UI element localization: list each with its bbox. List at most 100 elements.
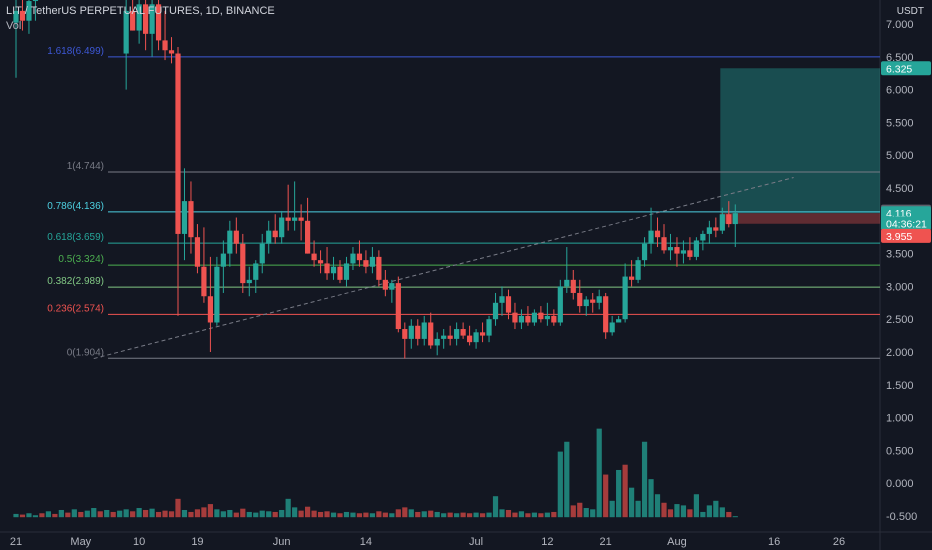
- candle-body: [732, 213, 738, 225]
- volume-bar: [564, 441, 570, 518]
- x-tick-label: 10: [133, 536, 145, 548]
- volume-bar: [505, 509, 512, 518]
- volume-bar: [603, 474, 609, 518]
- volume-bar: [45, 511, 51, 518]
- candle-body: [149, 4, 155, 34]
- candle-body: [700, 233, 706, 241]
- candle-body: [428, 322, 434, 346]
- volume-bar: [97, 511, 103, 518]
- candle-body: [168, 50, 175, 54]
- profit-zone[interactable]: [720, 68, 880, 214]
- volume-bar: [706, 505, 712, 518]
- volume-bar: [486, 512, 492, 518]
- volume-bar: [415, 511, 421, 518]
- candle-body: [143, 4, 149, 34]
- volume-bar: [78, 511, 84, 518]
- volume-bar: [246, 511, 252, 518]
- volume-bar: [577, 502, 583, 518]
- volume-bar: [447, 512, 453, 518]
- volume-bar: [616, 469, 622, 518]
- volume-bar: [220, 511, 226, 518]
- volume-bar: [590, 509, 596, 518]
- volume-bar: [557, 451, 563, 518]
- price-tag: [881, 216, 931, 231]
- loss-zone[interactable]: [720, 213, 880, 224]
- currency-label: USDT: [896, 6, 924, 17]
- volume-bar: [214, 509, 220, 518]
- candle-body: [233, 230, 239, 244]
- candle-body: [240, 243, 246, 284]
- volume-bar: [518, 511, 525, 518]
- candle-body: [557, 286, 563, 323]
- volume-bar: [648, 479, 654, 518]
- symbol-title[interactable]: LIT / TetherUS PERPETUAL FUTURES, 1D, BI…: [6, 5, 275, 17]
- volume-bar: [583, 508, 589, 518]
- price-axis[interactable]: 7.0006.5006.0005.5005.0004.5004.0003.500…: [886, 19, 917, 523]
- y-tick-label: 3.000: [886, 281, 914, 293]
- volume-bars: [13, 428, 738, 518]
- volume-bar: [635, 500, 641, 518]
- candle-body: [369, 256, 375, 267]
- y-tick-label: 6.500: [886, 52, 914, 64]
- candle-body: [246, 279, 252, 284]
- candle-body: [518, 315, 525, 323]
- candle-body: [130, 10, 136, 31]
- time-axis[interactable]: 21 May 10 19 Jun 14 Jul 12 21 Aug 16 26: [10, 536, 845, 548]
- candle-body: [687, 250, 693, 257]
- y-tick-label: 5.000: [886, 150, 914, 162]
- candle-body: [155, 4, 162, 41]
- volume-bar: [65, 512, 71, 518]
- volume-bar: [732, 516, 738, 518]
- volume-bar: [467, 513, 473, 518]
- candle-body: [629, 276, 635, 280]
- volume-bar: [130, 511, 136, 518]
- candle-body: [123, 10, 129, 54]
- long-position-tool[interactable]: [720, 68, 880, 224]
- volume-bar: [311, 510, 317, 518]
- candle-body: [285, 217, 291, 221]
- volume-bar: [661, 502, 667, 518]
- candle-body: [330, 266, 337, 274]
- candle-body: [350, 253, 356, 264]
- volume-bar: [26, 513, 32, 518]
- volume-bar: [609, 500, 615, 518]
- volume-bar: [492, 496, 499, 518]
- volume-label: Vol: [6, 20, 22, 32]
- candle-body: [324, 263, 330, 274]
- x-tick-label: 26: [833, 536, 845, 548]
- price-tag: [881, 61, 931, 76]
- y-tick-label: 3.500: [886, 249, 914, 261]
- candle-body: [175, 53, 181, 234]
- volume-bar: [84, 510, 90, 518]
- volume-bar: [421, 511, 427, 518]
- candle-body: [583, 299, 589, 307]
- candle-body: [570, 279, 576, 293]
- y-tick-label: 6.000: [886, 85, 914, 97]
- volume-bar: [693, 494, 699, 518]
- candle-body: [402, 329, 408, 339]
- volume-bar: [641, 441, 648, 518]
- fib-level-label: 0.618(3.659): [47, 232, 104, 243]
- fib-level-label: 0.236(2.574): [47, 303, 104, 314]
- fib-retracement[interactable]: 1.618(6.499) 1(4.744) 0.786(4.136) 0.618(3.…: [47, 46, 880, 359]
- volume-bar: [285, 498, 291, 518]
- candle-body: [590, 299, 596, 303]
- candle-body: [441, 335, 447, 339]
- y-tick-label: 0.000: [886, 478, 914, 490]
- volume-bar: [356, 513, 363, 518]
- volume-bar: [298, 510, 304, 518]
- candle-body: [648, 230, 654, 244]
- volume-bar: [622, 464, 628, 518]
- volume-bar: [91, 508, 97, 518]
- volume-bar: [654, 494, 661, 518]
- volume-bar: [181, 509, 188, 518]
- candle-body: [538, 312, 544, 320]
- candle-body: [726, 214, 732, 225]
- y-tick-label: 7.000: [886, 19, 914, 31]
- volume-bar: [395, 509, 401, 518]
- fib-level-label: 0.5(3.324): [58, 254, 104, 265]
- candle-body: [460, 329, 466, 336]
- volume-bar: [253, 512, 259, 518]
- volume-bar: [402, 507, 408, 518]
